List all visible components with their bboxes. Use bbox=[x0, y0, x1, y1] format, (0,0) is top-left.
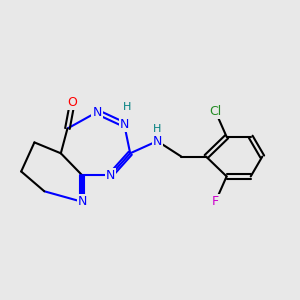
Text: N: N bbox=[92, 106, 102, 118]
Text: N: N bbox=[153, 135, 162, 148]
Text: H: H bbox=[123, 102, 132, 112]
Text: Cl: Cl bbox=[209, 105, 221, 118]
Text: N: N bbox=[120, 118, 129, 131]
Text: H: H bbox=[153, 124, 161, 134]
Text: N: N bbox=[106, 169, 115, 182]
Text: N: N bbox=[78, 195, 87, 208]
Text: O: O bbox=[68, 96, 77, 109]
Text: F: F bbox=[212, 195, 219, 208]
